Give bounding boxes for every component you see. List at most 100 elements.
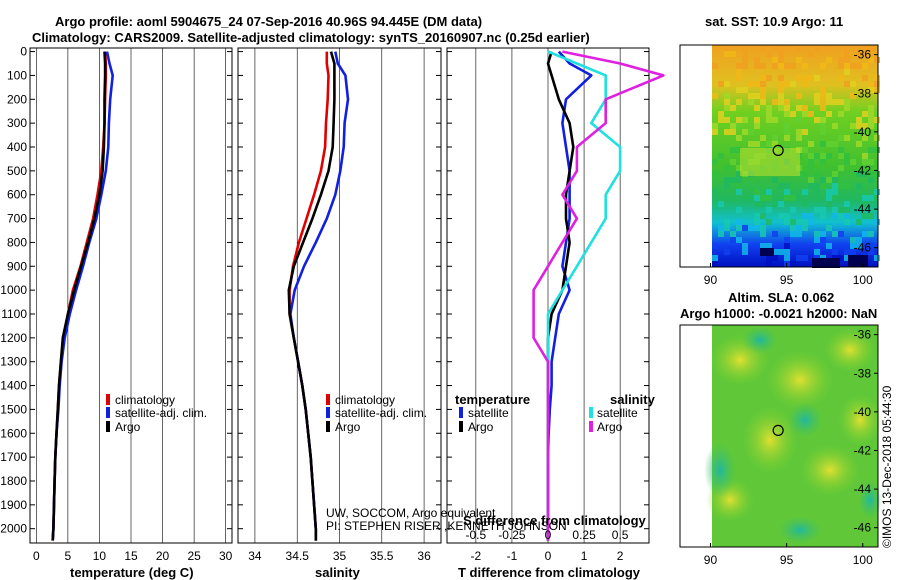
sst-pixel (868, 249, 874, 255)
annotation-line-2: PI: STEPHEN RISER ,KENNETH JOHNSON (326, 519, 567, 533)
sst-pixel (856, 141, 862, 147)
sst-pixel (760, 93, 766, 99)
sst-pixel (844, 69, 850, 75)
sst-pixel (718, 81, 724, 87)
salinity-lines (287, 51, 350, 541)
sst-pixel (856, 243, 862, 249)
sst-pixel (730, 159, 736, 165)
sst-pixel (802, 75, 808, 81)
sst-pixel (838, 147, 844, 153)
sst-pixel (868, 45, 874, 51)
sst-map-frame (679, 44, 879, 268)
lat-tick-label: -46 (854, 521, 872, 535)
sst-pixel (856, 219, 862, 225)
salinity-legend: climatology satellite-adj. clim. Argo (326, 393, 427, 434)
sst-pixel (808, 165, 814, 171)
sst-xticks: 90 95 100 (704, 263, 873, 287)
sst-pixel (778, 57, 784, 63)
depth-tick-label: 1900 (0, 498, 27, 512)
sst-pixel (718, 111, 724, 117)
sst-pixel (736, 189, 742, 195)
sst-pixel (838, 255, 844, 261)
depth-tick-label: 100 (7, 68, 27, 82)
sst-pixel (826, 153, 832, 159)
sst-pixel (838, 75, 844, 81)
s-tick-label: -0.5 (466, 528, 487, 542)
sst-pixel (826, 45, 832, 51)
sst-pixel (766, 207, 772, 213)
sst-pixel (724, 165, 730, 171)
sst-pixel (868, 111, 874, 117)
sst-pixel (826, 201, 832, 207)
legend-label-s-argo: Argo (597, 420, 623, 434)
sst-pixel (820, 123, 826, 129)
sst-pixel (802, 129, 808, 135)
sst-pixel (826, 243, 832, 249)
sst-pixel (790, 63, 796, 69)
x-tick-label: 2 (617, 549, 624, 563)
sst-pixel (844, 105, 850, 111)
legend-swatch-argo (106, 421, 110, 432)
x-tick-label: 34.5 (286, 549, 310, 563)
lat-tick-label: -42 (854, 443, 872, 457)
difference-panel: -2 -1 0 1 2 -0.5 -0.25 0 0.25 0.5 S difference f… (446, 47, 665, 580)
sst-pixel (760, 135, 766, 141)
s-tick-label: 0 (545, 528, 552, 542)
argo-float-marker (772, 144, 784, 157)
sst-pixel (838, 99, 844, 105)
sst-pixel (808, 75, 814, 81)
sst-pixel (874, 255, 880, 261)
sst-pixel (784, 105, 790, 111)
sst-pixel (718, 117, 724, 123)
depth-tick-label: 700 (7, 212, 27, 226)
sla-low-patch (787, 402, 823, 438)
sst-pixel (802, 111, 808, 117)
sst-pixel (820, 183, 826, 189)
sst-pixel (796, 45, 802, 51)
sst-pixel (754, 219, 760, 225)
depth-tick-label: 400 (7, 140, 27, 154)
sst-pixel (838, 231, 844, 237)
sst-pixel (844, 213, 850, 219)
sst-pixel (832, 123, 838, 129)
sst-pixel (862, 135, 868, 141)
legend-label-argo: Argo (335, 420, 361, 434)
sst-pixel (766, 75, 772, 81)
sst-pixel (730, 51, 736, 57)
sst-pixel (736, 219, 742, 225)
sst-pixel (718, 195, 724, 201)
sst-pixel (802, 213, 808, 219)
sst-pixel (712, 93, 718, 99)
sla-high-patch (824, 328, 876, 372)
sst-pixel (820, 93, 826, 99)
lon-tick-label: 95 (780, 553, 794, 567)
sst-pixel (760, 213, 766, 219)
sst-pixel (796, 105, 802, 111)
sst-pixel (856, 171, 862, 177)
x-tick-label: 10 (93, 549, 107, 563)
sst-pixel (796, 195, 802, 201)
sst-pixel (718, 231, 724, 237)
series-line-climatology (51, 51, 108, 541)
sst-pixel (868, 123, 874, 129)
sst-pixel (868, 105, 874, 111)
legend-swatch-climatology (106, 394, 110, 405)
depth-tick-label: 800 (7, 235, 27, 249)
sst-pixel (754, 117, 760, 123)
sst-pixel (814, 93, 820, 99)
sst-pixel (832, 213, 838, 219)
sst-pixel (784, 195, 790, 201)
sst-pixel (868, 117, 874, 123)
sst-pixel (862, 111, 868, 117)
sst-pixel (784, 219, 790, 225)
lat-tick-label: -40 (854, 405, 872, 419)
sst-pixel (790, 219, 796, 225)
sst-pixel (832, 231, 838, 237)
sst-pixel (832, 171, 838, 177)
temperature-panel: 0 5 10 15 20 25 30 temperature (deg C) climato… (29, 47, 233, 580)
argo-float-marker (772, 424, 784, 437)
sst-pixel (724, 249, 730, 255)
sst-pixel (838, 153, 844, 159)
temperature-lines (51, 51, 114, 541)
